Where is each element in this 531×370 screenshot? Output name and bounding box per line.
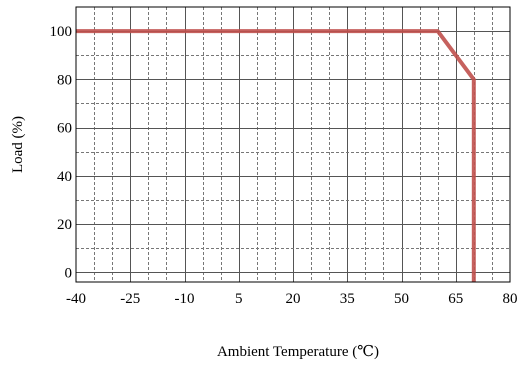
x-tick-label: 5 [235,291,243,307]
y-tick-label: 100 [50,24,73,40]
y-tick-label: 0 [65,265,73,281]
x-tick-label: -10 [175,291,195,307]
x-tick-label: 50 [394,291,409,307]
y-tick-labels: 0 20 40 60 80 100 [50,24,73,281]
y-tick-label: 80 [57,72,72,88]
x-tick-label: 35 [340,291,355,307]
y-tick-label: 60 [57,121,72,137]
y-axis-title: Load (%) [10,116,26,173]
x-tick-labels: -40 -25 -10 5 20 35 50 65 80 [66,291,518,307]
grid-lines [76,7,510,282]
x-axis-title: Ambient Temperature (℃) [217,344,379,360]
x-tick-label: -40 [66,291,86,307]
x-tick-label: -25 [120,291,140,307]
x-tick-label: 80 [503,291,518,307]
derating-curve-line [76,29,476,282]
y-tick-label: 20 [57,217,72,233]
plot-area-frame [75,6,511,283]
y-tick-label: 40 [57,169,72,185]
series-layer [76,29,476,282]
x-tick-label: 20 [286,291,301,307]
x-tick-label: 65 [448,291,463,307]
